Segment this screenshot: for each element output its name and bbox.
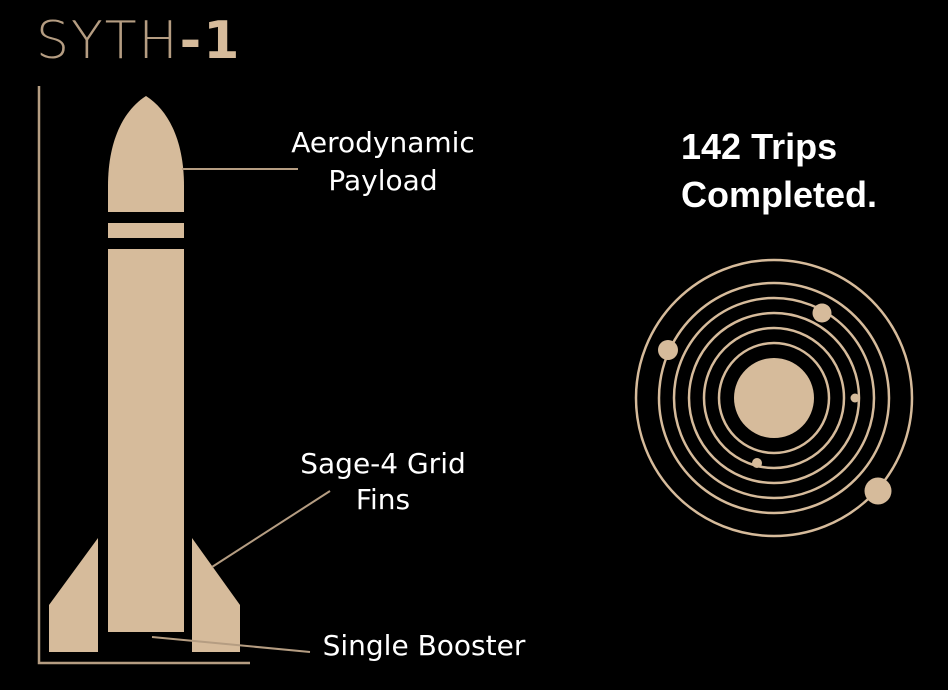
- orbit-ring-4: [672, 296, 876, 500]
- rocket-ring-band: [108, 223, 184, 238]
- trips-completed: Completed.: [681, 174, 877, 215]
- payload-label-line1: Aerodynamic: [291, 126, 475, 159]
- rocket-body: [108, 249, 184, 632]
- trips-count: 142 Trips: [681, 126, 837, 167]
- leader-lines: [151, 168, 331, 653]
- orbit-ring-1: [717, 341, 831, 455]
- sun: [734, 358, 814, 438]
- rocket-fin-right: [192, 538, 240, 652]
- planet-lower-right: [864, 477, 892, 505]
- frame-bracket: [37, 86, 250, 665]
- orbit-ring-5: [657, 281, 891, 515]
- booster-label: Single Booster: [323, 629, 526, 662]
- planet-upper: [812, 303, 832, 323]
- rocket-fin-left: [49, 538, 98, 652]
- trips-stat: 142 Trips Completed.: [681, 126, 877, 215]
- planet-small-lower: [752, 458, 762, 468]
- brand-suffix: -1: [180, 11, 242, 71]
- fins-label-line1: Sage-4 Grid: [300, 447, 466, 480]
- rocket-nose-cone: [108, 96, 184, 212]
- rocket-illustration: [49, 96, 240, 652]
- orbit-ring-6: [634, 258, 914, 538]
- planet-left: [658, 340, 678, 360]
- rocket-labels: Aerodynamic Payload Sage-4 Grid Fins Sin…: [291, 126, 526, 662]
- planet-small-right: [850, 393, 860, 403]
- fins-label-line2: Fins: [356, 483, 410, 516]
- payload-label-line2: Payload: [328, 164, 437, 197]
- brand-name: SYTH: [36, 11, 180, 71]
- brand-title: SYTH-1: [36, 11, 241, 71]
- orbit-ring-2: [702, 326, 846, 470]
- booster-leader-line: [151, 636, 311, 653]
- solar-system-icon: [634, 258, 914, 538]
- fins-leader-line: [211, 490, 331, 568]
